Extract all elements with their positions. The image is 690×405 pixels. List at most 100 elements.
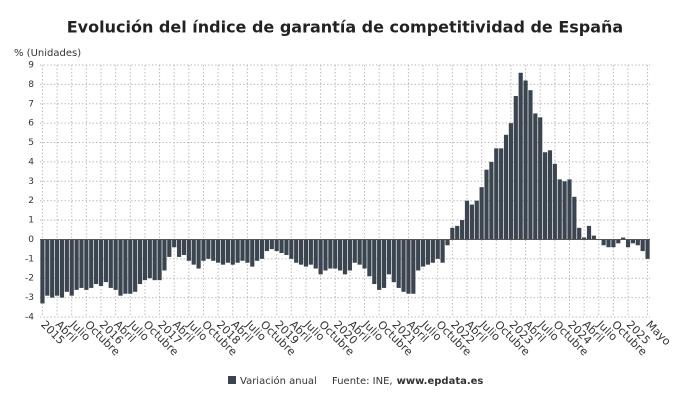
- bar: [611, 239, 616, 248]
- bar: [572, 196, 577, 240]
- bar: [84, 239, 89, 290]
- bar: [103, 239, 108, 283]
- y-tick-label: 7: [28, 99, 34, 109]
- bar: [69, 239, 74, 296]
- bar: [499, 148, 504, 240]
- bar: [40, 239, 45, 304]
- bar: [621, 237, 626, 240]
- bar: [372, 239, 377, 285]
- bar: [645, 239, 650, 259]
- bar: [357, 239, 362, 265]
- bar: [74, 239, 79, 290]
- y-tick-label: 0: [28, 235, 34, 245]
- y-tick-label: 4: [28, 157, 34, 167]
- bar: [303, 239, 309, 267]
- bar: [59, 239, 65, 298]
- bar: [94, 239, 99, 285]
- y-tick-label: -4: [25, 313, 34, 323]
- bar: [206, 239, 211, 259]
- bar: [191, 239, 196, 265]
- bar: [108, 239, 113, 288]
- bar: [474, 200, 479, 240]
- source: Fuente: INE, www.epdata.es: [332, 376, 483, 387]
- bar: [245, 239, 250, 263]
- y-tick-label: 2: [28, 196, 34, 206]
- bar: [328, 239, 333, 269]
- bar: [538, 117, 543, 240]
- bar: [235, 239, 240, 263]
- bar: [625, 239, 631, 248]
- bar: [547, 150, 553, 240]
- bar: [416, 239, 421, 271]
- bar: [89, 239, 94, 288]
- bar: [98, 239, 104, 286]
- legend-swatch: [228, 376, 236, 384]
- bar: [259, 239, 265, 259]
- bar: [284, 239, 289, 255]
- bar: [220, 239, 226, 265]
- bar: [552, 163, 557, 240]
- bar: [528, 90, 533, 240]
- bar: [313, 239, 318, 269]
- bar: [377, 239, 382, 290]
- bar: [347, 239, 352, 271]
- bar: [274, 239, 279, 252]
- bar: [513, 96, 518, 240]
- bar: [450, 227, 455, 240]
- bar: [582, 237, 587, 240]
- bar: [489, 161, 494, 240]
- bar: [79, 239, 84, 288]
- bar: [616, 239, 621, 244]
- bar: [50, 239, 55, 298]
- bar: [396, 239, 401, 288]
- bar: [460, 220, 465, 240]
- bar: [381, 239, 387, 288]
- bar: [601, 239, 606, 246]
- bar: [479, 187, 484, 240]
- bar: [147, 239, 152, 279]
- y-tick-label: 1: [28, 216, 34, 226]
- bar: [445, 239, 450, 246]
- bar: [469, 204, 474, 240]
- bar: [289, 239, 294, 259]
- bar: [367, 239, 372, 277]
- bar: [250, 239, 255, 267]
- bar: [211, 239, 216, 261]
- bar: [54, 239, 60, 296]
- bar: [391, 239, 396, 283]
- bar: [640, 239, 645, 252]
- bar: [430, 239, 435, 263]
- bar: [435, 239, 440, 259]
- bar: [406, 239, 411, 294]
- bar: [64, 239, 69, 292]
- y-tick-label: -3: [25, 293, 34, 303]
- bar: [484, 169, 489, 240]
- bar: [142, 239, 148, 281]
- bar: [411, 239, 416, 294]
- bar: [333, 239, 338, 269]
- bar: [318, 239, 323, 275]
- bar: [162, 239, 167, 271]
- bar: [562, 181, 567, 240]
- bar: [167, 239, 172, 257]
- y-tick-label: 9: [28, 61, 34, 71]
- bar: [264, 239, 270, 252]
- y-tick-label: 3: [28, 177, 34, 187]
- y-tick-label: 5: [28, 138, 34, 148]
- y-tick-label: 6: [28, 119, 34, 129]
- bar: [113, 239, 118, 290]
- bar: [464, 200, 470, 240]
- bar: [172, 239, 177, 248]
- bar: [240, 239, 245, 261]
- chart-title: Evolución del índice de garantía de comp…: [67, 18, 623, 37]
- bar: [440, 239, 445, 263]
- y-tick-label: -2: [25, 274, 34, 284]
- legend-label: Variación anual: [240, 375, 317, 387]
- bar: [45, 239, 50, 296]
- source-site: www.epdata.es: [397, 376, 484, 387]
- bar: [196, 239, 201, 269]
- bar: [298, 239, 304, 265]
- bar: [176, 239, 182, 257]
- bar: [635, 239, 640, 246]
- bar: [542, 152, 548, 240]
